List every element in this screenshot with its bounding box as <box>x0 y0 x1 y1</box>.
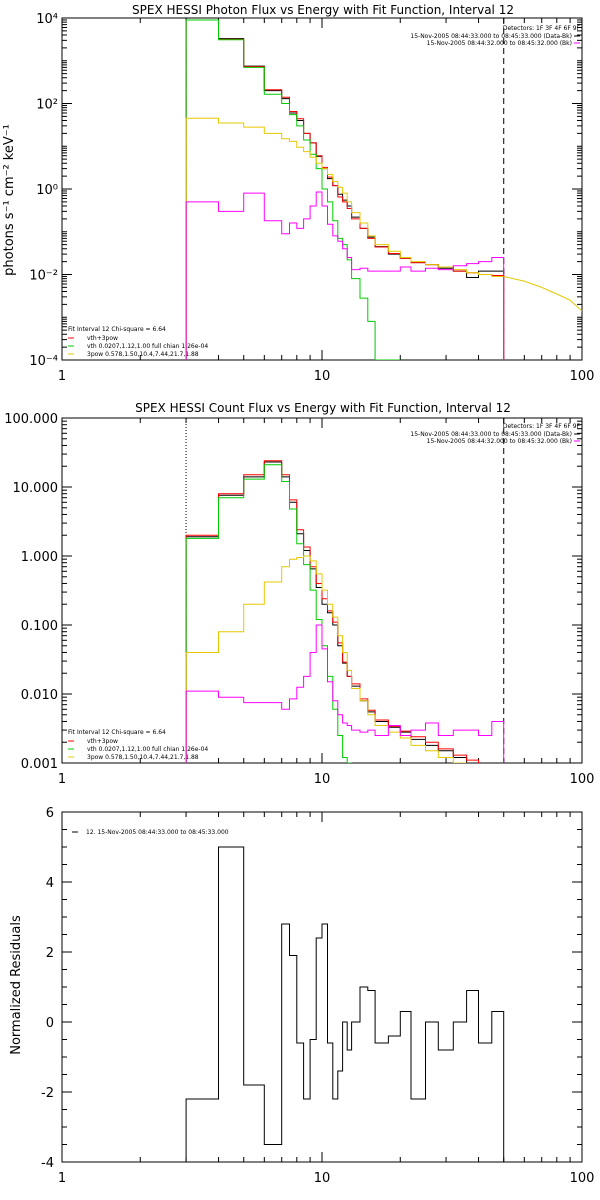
residual-ytick-label: 4 <box>46 876 54 891</box>
photon-ytick-label: 10⁴ <box>36 12 58 27</box>
photon-flux-ylabel: photons s⁻¹ cm⁻² keV⁻¹ <box>2 124 17 276</box>
count-xtick-label: 100 <box>570 772 595 787</box>
info-line-bk: 15-Nov-2005 08:44:32.000 to 08:45:32.000… <box>427 438 572 445</box>
photon-ytick-label: 10⁻⁴ <box>29 354 58 369</box>
residual-ytick-label: 6 <box>46 806 54 821</box>
count-flux-title: SPEX HESSI Count Flux vs Energy with Fit… <box>135 401 511 415</box>
info-line-bk: 15-Nov-2005 08:44:32.000 to 08:45:32.000… <box>427 40 572 47</box>
count-ytick-label: 100.000 <box>4 412 58 427</box>
photon-ytick-label: 10² <box>36 98 58 113</box>
photon-series-2 <box>185 19 401 360</box>
photon-flux-panel: SPEX HESSI Photon Flux vs Energy with Fi… <box>2 3 594 384</box>
count-series-1 <box>185 460 479 763</box>
residuals-panel: Normalized Residuals 12. 15-Nov-2005 08:… <box>9 806 594 1186</box>
detectors-label: Detectors: 1F 3F 4F 6F 9F <box>503 423 581 430</box>
photon-series-4 <box>185 191 505 360</box>
legend-vth: vth 0.0207,1.12,1.00 full chian 1.26e-04 <box>87 343 208 350</box>
count-ytick-label: 0.100 <box>21 619 58 634</box>
residual-ytick-label: 2 <box>46 946 54 961</box>
count-ytick-label: 10.000 <box>13 481 59 496</box>
photon-ytick-label: 10⁻² <box>29 269 58 284</box>
info-line-data: 15-Nov-2005 08:44:33.000 to 08:45:33.000… <box>410 33 572 40</box>
count-series-2 <box>185 464 352 763</box>
residual-legend-text: 12. 15-Nov-2005 08:44:33.000 to 08:45:33… <box>86 829 229 836</box>
count-ytick-label: 0.010 <box>21 688 58 703</box>
residual-ytick-label: -4 <box>41 1156 54 1171</box>
photon-series-0 <box>185 19 505 360</box>
residual-xtick-label: 100 <box>570 1171 595 1186</box>
count-ytick-label: 1.000 <box>21 550 58 565</box>
legend-fit-interval: Fit Interval 12 Chi-square = 6.64 <box>68 729 166 736</box>
photon-series-1 <box>185 19 505 360</box>
count-xtick-label: 1 <box>58 772 66 787</box>
count-series-3 <box>185 555 467 763</box>
photon-flux-title: SPEX HESSI Photon Flux vs Energy with Fi… <box>132 3 514 17</box>
photon-xtick-label: 1 <box>58 369 66 384</box>
photon-series-3 <box>185 117 505 360</box>
residual-ytick-label: -2 <box>41 1086 54 1101</box>
legend-total: vth+3pow <box>87 738 118 745</box>
residual-xtick-label: 10 <box>314 1171 331 1186</box>
detectors-label: Detectors: 1F 3F 4F 6F 9F <box>503 25 581 32</box>
count-series-4 <box>185 624 505 763</box>
photon-ytick-label: 10⁰ <box>36 183 58 198</box>
info-line-data: 15-Nov-2005 08:44:33.000 to 08:45:33.000… <box>410 431 572 438</box>
legend-3pow: 3pow 0.578,1.50,10.4,7.44,21.7,1.88 <box>87 754 199 761</box>
legend-total: vth+3pow <box>87 335 118 342</box>
legend-vth: vth 0.0207,1.12,1.00 full chian 1.26e-04 <box>87 746 208 753</box>
residuals-ylabel: Normalized Residuals <box>9 915 24 1055</box>
residual-xtick-label: 1 <box>58 1171 66 1186</box>
legend-fit-interval: Fit Interval 12 Chi-square = 6.64 <box>68 326 166 333</box>
photon-xtick-label: 10 <box>314 369 331 384</box>
photon-xtick-label: 100 <box>570 369 595 384</box>
photon-series-5 <box>503 276 582 312</box>
residual-ytick-label: 0 <box>46 1016 54 1031</box>
count-ytick-label: 0.001 <box>21 757 58 772</box>
legend-3pow: 3pow 0.578,1.50,10.4,7.44,21.7,1.88 <box>87 351 199 358</box>
count-flux-panel: SPEX HESSI Count Flux vs Energy with Fit… <box>4 401 594 787</box>
residual-series-0 <box>185 846 505 1162</box>
count-xtick-label: 10 <box>314 772 331 787</box>
